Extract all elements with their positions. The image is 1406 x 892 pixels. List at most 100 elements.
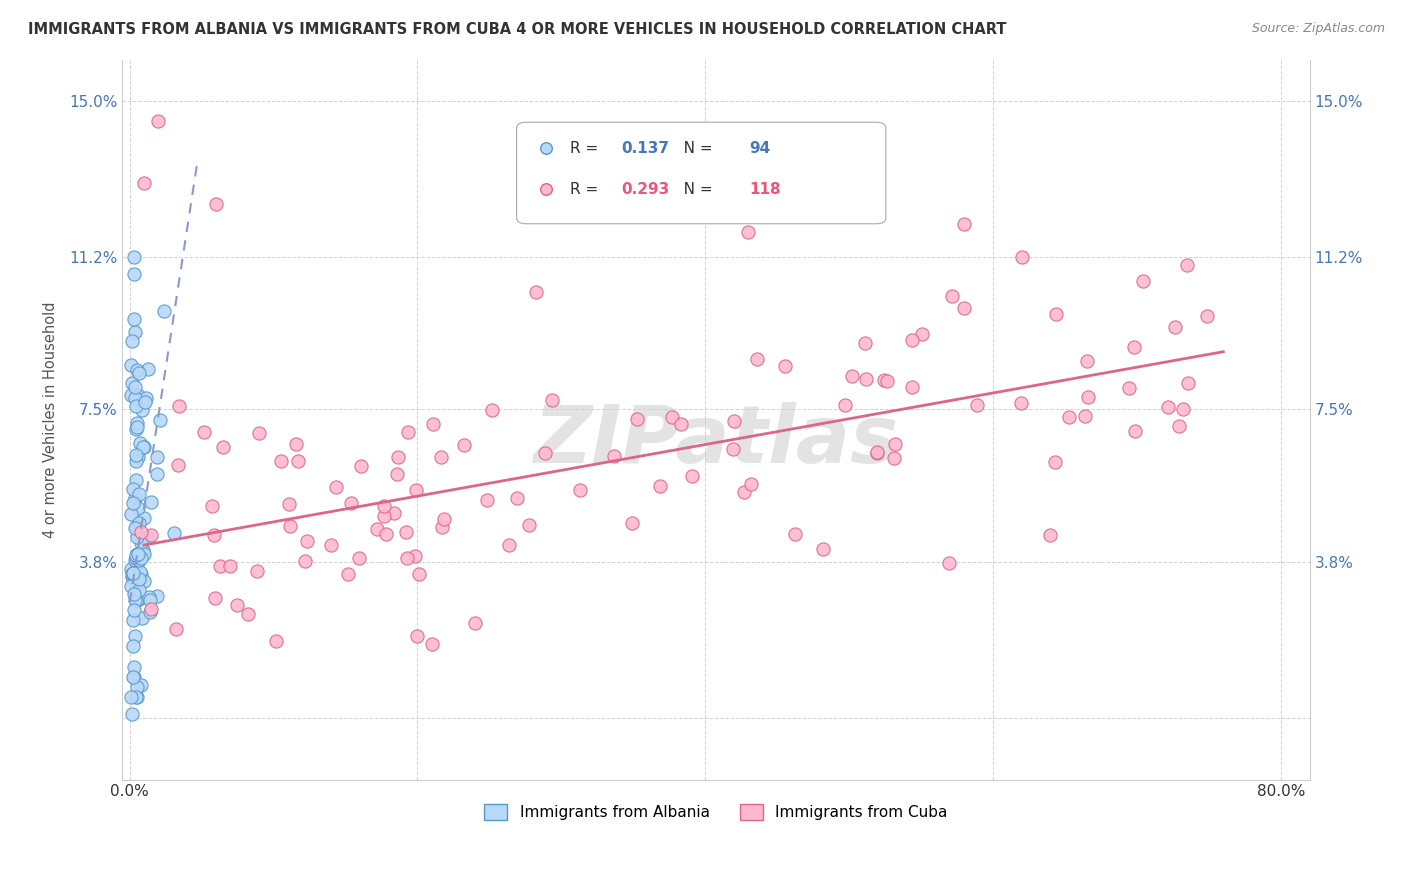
Point — [723, 414, 745, 428]
Point — [125, 690, 148, 705]
Point — [122, 587, 145, 601]
Point — [146, 589, 169, 603]
Point — [125, 416, 148, 430]
Point — [129, 550, 152, 565]
Point — [131, 611, 153, 625]
Point — [453, 438, 475, 452]
Point — [1118, 381, 1140, 395]
Point — [134, 574, 156, 588]
Point — [884, 437, 907, 451]
Point — [132, 542, 155, 557]
Point — [127, 362, 149, 376]
Point — [785, 526, 807, 541]
Point — [193, 425, 215, 440]
Point — [124, 603, 146, 617]
Point — [1010, 395, 1032, 409]
Point — [167, 399, 190, 413]
Point — [124, 491, 146, 505]
Point — [350, 459, 373, 474]
Point — [128, 591, 150, 606]
Point — [134, 440, 156, 454]
Point — [124, 593, 146, 607]
Point — [420, 637, 443, 651]
Point — [127, 557, 149, 571]
Point — [382, 506, 405, 520]
Point — [127, 450, 149, 464]
Point — [146, 467, 169, 482]
Point — [125, 530, 148, 544]
Point — [125, 576, 148, 591]
Point — [124, 392, 146, 406]
Point — [128, 583, 150, 598]
Point — [853, 335, 876, 350]
Point — [218, 558, 240, 573]
FancyBboxPatch shape — [516, 122, 886, 224]
Point — [395, 525, 418, 540]
Point — [395, 551, 418, 566]
Point — [208, 559, 231, 574]
Point — [1123, 424, 1146, 438]
Point — [408, 566, 430, 581]
Point — [162, 525, 184, 540]
Point — [321, 538, 343, 552]
Point — [661, 410, 683, 425]
Text: R =: R = — [569, 141, 603, 156]
Point — [1045, 307, 1067, 321]
Text: N =: N = — [669, 182, 717, 197]
Point — [966, 398, 988, 412]
Point — [336, 567, 359, 582]
Point — [148, 114, 170, 128]
Point — [129, 524, 152, 539]
Text: 118: 118 — [749, 182, 780, 197]
Point — [121, 334, 143, 349]
Point — [1164, 319, 1187, 334]
Point — [205, 196, 228, 211]
Point — [149, 413, 172, 427]
Point — [721, 442, 744, 457]
Point — [201, 499, 224, 513]
Point — [603, 449, 626, 463]
Point — [124, 380, 146, 394]
Point — [366, 522, 388, 536]
Point — [406, 629, 429, 643]
Point — [432, 512, 454, 526]
Point — [122, 670, 145, 684]
Point — [325, 480, 347, 494]
Point — [737, 226, 759, 240]
Point — [127, 547, 149, 561]
Point — [404, 549, 426, 563]
Point — [294, 554, 316, 568]
Point — [866, 445, 889, 459]
Text: N =: N = — [669, 141, 717, 156]
Point — [121, 706, 143, 721]
Point — [506, 491, 529, 505]
Point — [533, 446, 555, 460]
Point — [128, 367, 150, 381]
Point — [280, 519, 302, 533]
Text: Source: ZipAtlas.com: Source: ZipAtlas.com — [1251, 22, 1385, 36]
Point — [128, 572, 150, 586]
Point — [120, 359, 142, 373]
Point — [134, 395, 156, 409]
Point — [855, 372, 877, 386]
Point — [124, 629, 146, 643]
Point — [120, 579, 142, 593]
Point — [125, 399, 148, 413]
Point — [464, 616, 486, 631]
Point — [669, 417, 692, 432]
Point — [129, 435, 152, 450]
Point — [264, 633, 287, 648]
Point — [650, 479, 672, 493]
Point — [284, 437, 307, 451]
Point — [1195, 309, 1218, 323]
Point — [165, 622, 187, 636]
Point — [127, 388, 149, 402]
Point — [681, 468, 703, 483]
Point — [297, 533, 319, 548]
Point — [405, 483, 427, 497]
Point — [1057, 410, 1080, 425]
Point — [1039, 528, 1062, 542]
Point — [430, 450, 453, 464]
Point — [125, 547, 148, 561]
Point — [1077, 390, 1099, 404]
